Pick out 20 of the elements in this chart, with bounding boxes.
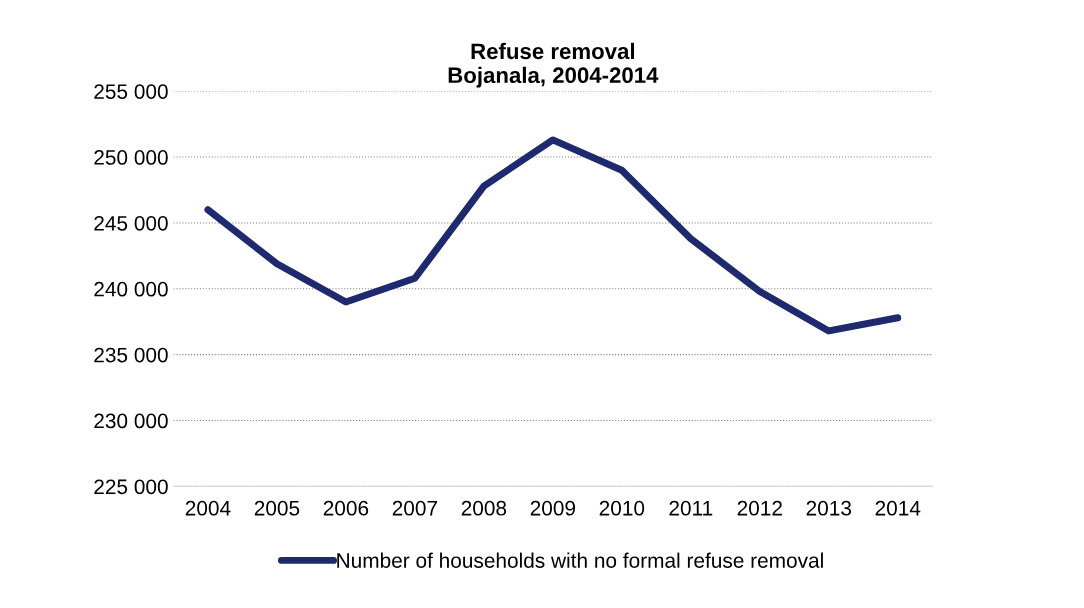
y-tick-label: 225 000 [94, 479, 168, 495]
x-tick-label: 2011 [669, 500, 713, 516]
x-tick-label: 2013 [806, 500, 852, 516]
y-tick-label: 255 000 [94, 84, 168, 99]
x-tick-label: 2004 [185, 500, 231, 516]
y-tick-label: 230 000 [94, 413, 168, 429]
legend-label: Number of households with no formal refuse removal [337, 552, 823, 568]
x-tick-label: 2008 [461, 500, 507, 516]
y-tick-label: 235 000 [94, 347, 168, 363]
x-tick-label: 2009 [530, 500, 576, 516]
x-tick-label: 2007 [392, 500, 438, 516]
x-tick-label: 2012 [737, 500, 782, 516]
y-tick-label: 250 000 [94, 150, 168, 165]
x-tick-label: 2010 [599, 500, 645, 516]
x-tick-label: 2005 [254, 500, 300, 516]
chart-title: Refuse removal Bojanala, 2004-2014 [448, 42, 659, 88]
y-tick-label: 240 000 [94, 281, 168, 297]
x-tick-label: 2006 [323, 500, 369, 516]
y-tick-label: 245 000 [94, 215, 168, 231]
x-tick-label: 2014 [875, 500, 921, 516]
